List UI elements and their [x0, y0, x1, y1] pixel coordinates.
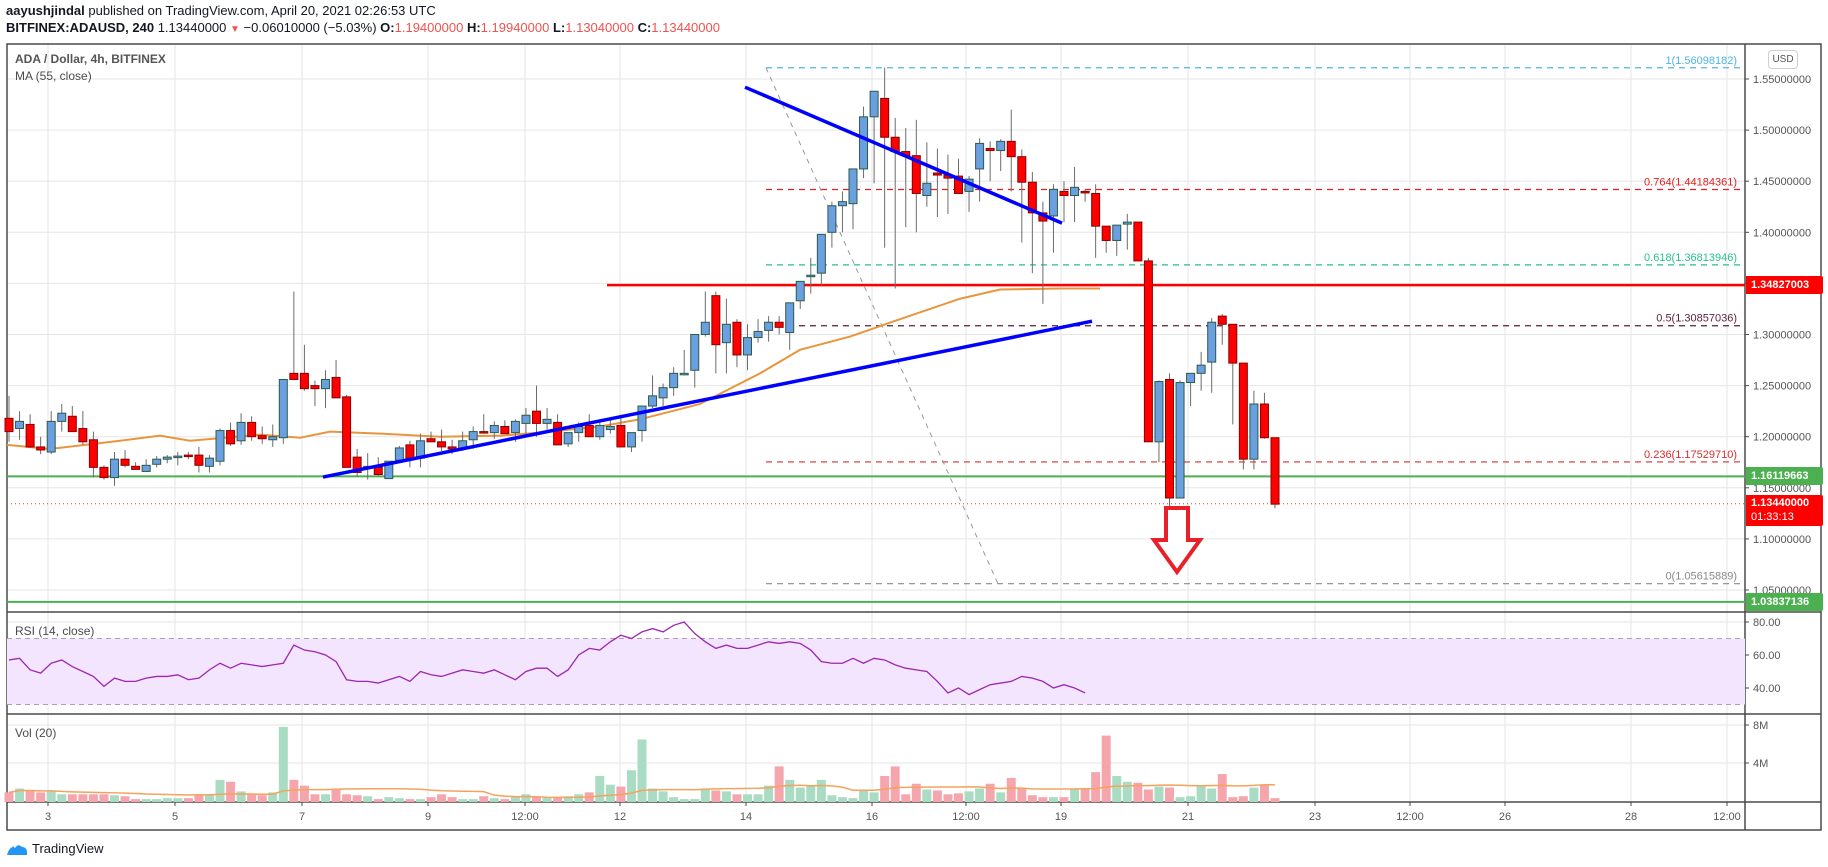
svg-text:0.5(1.30857036): 0.5(1.30857036) — [1656, 313, 1737, 325]
fibonacci-retracement[interactable]: 1(1.56098182) 0.764(1.44184361) 0.618(1.36… — [765, 55, 1740, 585]
svg-text:26: 26 — [1499, 811, 1511, 823]
open-label: O: — [380, 20, 395, 35]
svg-text:4M: 4M — [1753, 758, 1768, 770]
svg-text:9: 9 — [425, 811, 431, 823]
bar-countdown: 01:33:13 — [1751, 510, 1794, 523]
last-price-label: 1.13440000 01:33:13 — [1746, 494, 1823, 526]
svg-text:3: 3 — [45, 811, 51, 823]
svg-text:12:00: 12:00 — [952, 811, 980, 823]
svg-text:1(1.56098182): 1(1.56098182) — [1665, 55, 1737, 67]
svg-text:0(1.05615889): 0(1.05615889) — [1665, 571, 1737, 583]
svg-text:40.00: 40.00 — [1753, 683, 1781, 695]
horizontal-levels[interactable] — [7, 283, 1745, 603]
svg-text:8M: 8M — [1753, 720, 1768, 732]
svg-text:60.00: 60.00 — [1753, 650, 1781, 662]
publish-info: aayushjindal published on TradingView.co… — [6, 3, 436, 18]
svg-text:12:00: 12:00 — [1396, 811, 1424, 823]
svg-text:28: 28 — [1625, 811, 1637, 823]
svg-text:7: 7 — [299, 811, 305, 823]
last-price: 1.13440000 — [157, 20, 227, 35]
open-value: 1.19400000 — [394, 20, 464, 35]
svg-text:1.15000000: 1.15000000 — [1753, 483, 1811, 495]
svg-text:12: 12 — [614, 811, 626, 823]
currency-button[interactable]: USD — [1768, 50, 1798, 69]
svg-text:1.40000000: 1.40000000 — [1753, 227, 1811, 239]
publish-text: published on TradingView.com, April 20, … — [88, 3, 436, 18]
author-name[interactable]: aayushjindal — [6, 3, 85, 18]
tradingview-logo[interactable]: TradingView — [6, 841, 104, 856]
pane-borders — [6, 43, 1822, 831]
svg-text:0.764(1.44184361): 0.764(1.44184361) — [1644, 177, 1737, 189]
down-arrow-icon[interactable] — [1150, 506, 1204, 576]
axes[interactable]: 1.55000000 1.50000000 1.45000000 1.40000000… — [45, 74, 1811, 823]
rsi-legend[interactable]: RSI (14, close) — [15, 624, 95, 638]
svg-text:1.50000000: 1.50000000 — [1753, 125, 1811, 137]
svg-text:0.236(1.17529710): 0.236(1.17529710) — [1644, 449, 1737, 461]
svg-text:16: 16 — [866, 811, 878, 823]
svg-text:0.618(1.36813946): 0.618(1.36813946) — [1644, 252, 1737, 264]
rsi-pane — [7, 621, 1745, 705]
trendlines[interactable] — [322, 85, 1093, 479]
support-price-label: 1.16119663 — [1746, 467, 1823, 486]
support2-price-label: 1.03837136 — [1746, 592, 1823, 611]
svg-text:5: 5 — [172, 811, 178, 823]
resistance-price-label: 1.34827003 — [1746, 276, 1823, 295]
svg-text:19: 19 — [1055, 811, 1067, 823]
symbol: BITFINEX:ADAUSD, 240 — [6, 20, 155, 35]
svg-text:21: 21 — [1182, 811, 1194, 823]
symbol-info: BITFINEX:ADAUSD, 240 1.13440000 ▼ −0.060… — [6, 20, 720, 35]
svg-text:23: 23 — [1309, 811, 1321, 823]
volume-pane — [4, 726, 1280, 802]
svg-text:80.00: 80.00 — [1753, 617, 1781, 629]
svg-text:14: 14 — [740, 811, 752, 823]
last-price-value: 1.13440000 — [1751, 496, 1810, 509]
svg-text:12:00: 12:00 — [1713, 811, 1741, 823]
price-change: −0.06010000 (−5.03%) — [243, 20, 377, 35]
high-value: 1.19940000 — [480, 20, 550, 35]
svg-text:1.20000000: 1.20000000 — [1753, 432, 1811, 444]
svg-text:1.45000000: 1.45000000 — [1753, 176, 1811, 188]
svg-text:1.10000000: 1.10000000 — [1753, 534, 1811, 546]
candles — [4, 67, 1280, 509]
svg-text:1.25000000: 1.25000000 — [1753, 381, 1811, 393]
down-triangle-icon: ▼ — [230, 24, 240, 35]
svg-text:1.55000000: 1.55000000 — [1753, 74, 1811, 86]
close-label: C: — [637, 20, 652, 35]
low-label: L: — [552, 20, 566, 35]
tradingview-cloud-icon — [7, 844, 27, 855]
svg-text:1.30000000: 1.30000000 — [1753, 330, 1811, 342]
close-value: 1.13440000 — [651, 20, 720, 35]
volume-legend[interactable]: Vol (20) — [15, 726, 57, 740]
chart-title: ADA / Dollar, 4h, BITFINEX — [15, 52, 166, 66]
high-label: H: — [466, 20, 481, 35]
ma-legend[interactable]: MA (55, close) — [15, 69, 92, 83]
low-value: 1.13040000 — [565, 20, 634, 35]
brand-name: TradingView — [32, 841, 104, 856]
svg-text:12:00: 12:00 — [511, 811, 539, 823]
